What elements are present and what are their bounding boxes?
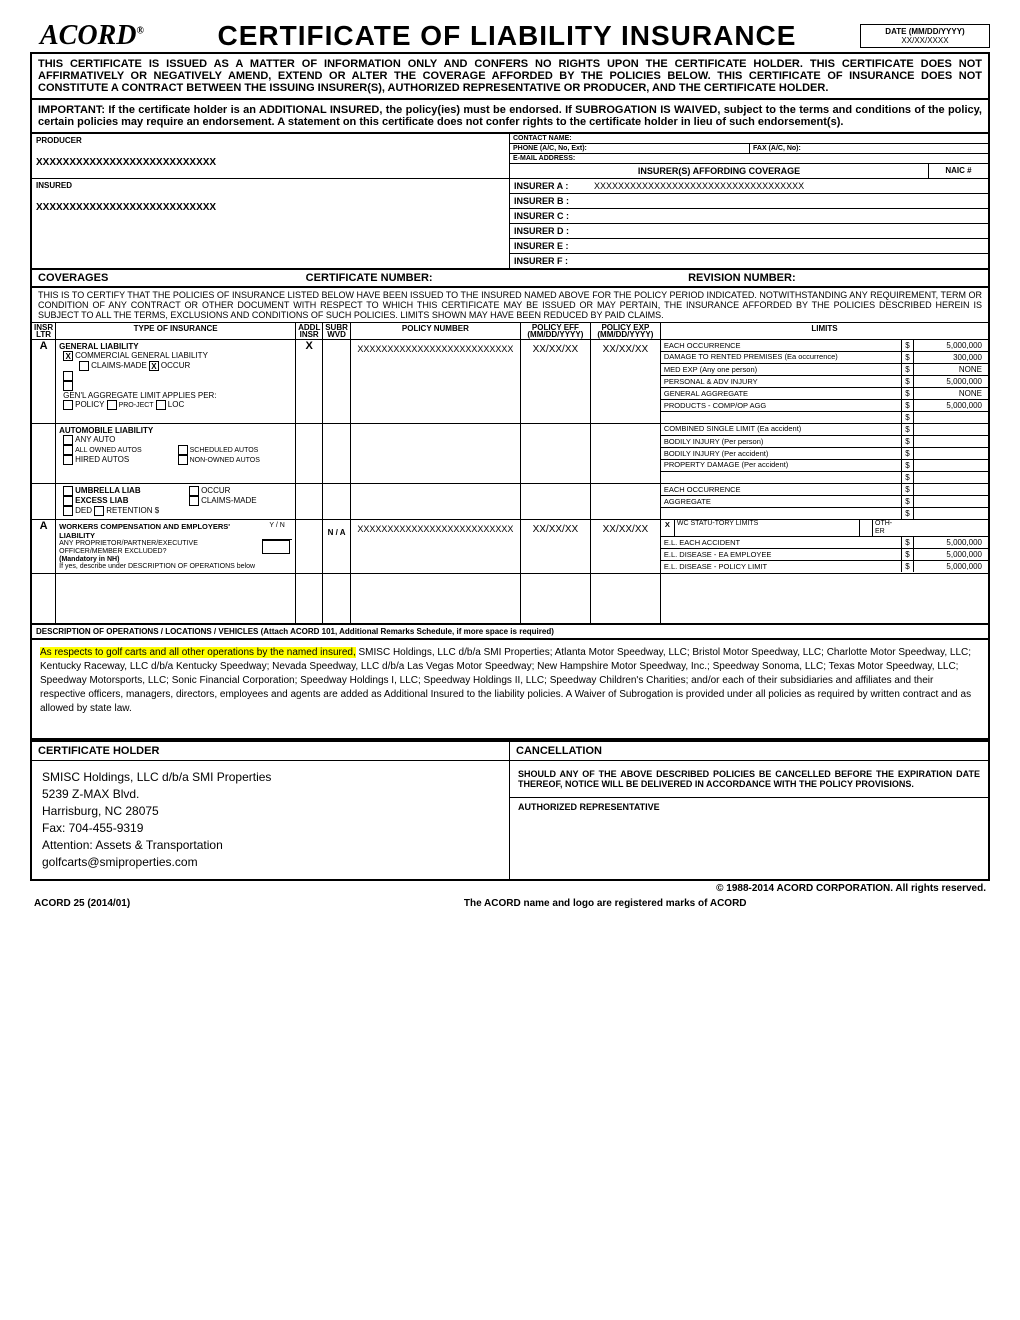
header: ACORD® CERTIFICATE OF LIABILITY INSURANC… — [30, 20, 990, 54]
cert-holder-header: CERTIFICATE HOLDER — [32, 742, 509, 761]
th-addl: ADDL INSR — [296, 323, 323, 340]
fax-label: FAX (A/C, No): — [749, 144, 988, 153]
footer-row: ACORD 25 (2014/01) The ACORD name and lo… — [30, 896, 990, 911]
gl-policy-num: XXXXXXXXXXXXXXXXXXXXXXXXXX — [350, 340, 520, 424]
email-label: E-MAIL ADDRESS: — [510, 154, 578, 163]
producer-contact-section: PRODUCER XXXXXXXXXXXXXXXXXXXXXXXXXXX INS… — [30, 134, 990, 270]
date-box: DATE (MM/DD/YYYY) XX/XX/XXXX — [860, 24, 990, 48]
disclaimer-text: THIS CERTIFICATE IS ISSUED AS A MATTER O… — [30, 54, 990, 100]
gl-claimsmade-check — [79, 361, 89, 371]
important-text: IMPORTANT: If the certificate holder is … — [30, 100, 990, 134]
wc-na: N / A — [323, 520, 351, 574]
gl-eff: XX/XX/XX — [520, 340, 590, 424]
form-number: ACORD 25 (2014/01) — [34, 898, 224, 909]
th-insr-ltr: INSR LTR — [31, 323, 56, 340]
phone-label: PHONE (A/C, No, Ext): — [510, 144, 749, 153]
copyright: © 1988-2014 ACORD CORPORATION. All right… — [30, 881, 990, 896]
row-blank — [31, 574, 989, 624]
insurer-row-d: INSURER D : — [510, 224, 988, 239]
gl-exp: XX/XX/XX — [590, 340, 660, 424]
row-umbrella: UMBRELLA LIAB OCCUR EXCESS LIAB CLAIMS-M… — [31, 484, 989, 520]
description-body: As respects to golf carts and all other … — [30, 640, 990, 740]
naic-header: NAIC # — [928, 164, 988, 179]
wc-eff: XX/XX/XX — [520, 520, 590, 574]
producer-label: PRODUCER — [32, 134, 509, 147]
coverages-label: COVERAGES — [32, 270, 300, 286]
auto-title: AUTOMOBILE LIABILITY — [59, 426, 292, 435]
insured-value: XXXXXXXXXXXXXXXXXXXXXXXXXXX — [32, 192, 509, 223]
trademark-text: The ACORD name and logo are registered m… — [224, 898, 986, 909]
insurer-row-f: INSURER F : — [510, 254, 988, 268]
producer-value: XXXXXXXXXXXXXXXXXXXXXXXXXXX — [32, 147, 509, 178]
th-type: TYPE OF INSURANCE — [56, 323, 296, 340]
acord-logo: ACORD® — [30, 20, 154, 52]
authorized-rep-label: AUTHORIZED REPRESENTATIVE — [510, 798, 988, 816]
date-value: XX/XX/XXXX — [863, 36, 987, 45]
cert-number-label: CERTIFICATE NUMBER: — [300, 270, 682, 286]
description-highlighted: As respects to golf carts and all other … — [40, 647, 356, 658]
wc-exp: XX/XX/XX — [590, 520, 660, 574]
gl-title: GENERAL LIABILITY — [59, 342, 292, 351]
insurers-header: INSURER(S) AFFORDING COVERAGE — [510, 164, 928, 179]
bottom-section: CERTIFICATE HOLDER SMISC Holdings, LLC d… — [30, 740, 990, 881]
revision-number-label: REVISION NUMBER: — [682, 270, 802, 286]
cancellation-header: CANCELLATION — [510, 742, 988, 761]
wc-ltr: A — [31, 520, 56, 574]
th-limits: LIMITS — [660, 323, 989, 340]
insurer-row-a: INSURER A :XXXXXXXXXXXXXXXXXXXXXXXXXXXXX… — [510, 179, 988, 194]
insured-label: INSURED — [32, 178, 509, 192]
gl-commercial-check: X — [63, 351, 73, 361]
wc-title: WORKERS COMPENSATION AND EMPLOYERS' LIAB… — [59, 522, 262, 540]
contact-name-label: CONTACT NAME: — [510, 134, 575, 143]
date-label: DATE (MM/DD/YYYY) — [863, 27, 987, 36]
wc-policy-num: XXXXXXXXXXXXXXXXXXXXXXXXXX — [350, 520, 520, 574]
insurer-row-b: INSURER B : — [510, 194, 988, 209]
cert-holder-body: SMISC Holdings, LLC d/b/a SMI Properties… — [32, 761, 509, 879]
th-eff: POLICY EFF (MM/DD/YYYY) — [520, 323, 590, 340]
row-general-liability: A GENERAL LIABILITY XCOMMERCIAL GENERAL … — [31, 340, 989, 424]
coverages-disclaimer: THIS IS TO CERTIFY THAT THE POLICIES OF … — [30, 288, 990, 322]
gl-ltr: A — [31, 340, 56, 424]
th-exp: POLICY EXP (MM/DD/YYYY) — [590, 323, 660, 340]
row-workers-comp: A WORKERS COMPENSATION AND EMPLOYERS' LI… — [31, 520, 989, 574]
cancellation-text: SHOULD ANY OF THE ABOVE DESCRIBED POLICI… — [510, 761, 988, 798]
gl-addl: X — [296, 340, 323, 424]
document-title: CERTIFICATE OF LIABILITY INSURANCE — [154, 20, 860, 52]
insurer-row-e: INSURER E : — [510, 239, 988, 254]
gl-agg-label: GEN'L AGGREGATE LIMIT APPLIES PER: — [59, 391, 292, 400]
gl-occur-check: X — [149, 361, 159, 371]
th-subr: SUBR WVD — [323, 323, 351, 340]
row-auto-liability: AUTOMOBILE LIABILITY ANY AUTO ALL OWNED … — [31, 424, 989, 484]
insurer-row-c: INSURER C : — [510, 209, 988, 224]
policy-table: INSR LTR TYPE OF INSURANCE ADDL INSR SUB… — [30, 322, 990, 625]
th-policy-num: POLICY NUMBER — [350, 323, 520, 340]
acord-certificate: ACORD® CERTIFICATE OF LIABILITY INSURANC… — [0, 0, 1020, 931]
coverages-bar: COVERAGES CERTIFICATE NUMBER: REVISION N… — [30, 270, 990, 288]
description-header: DESCRIPTION OF OPERATIONS / LOCATIONS / … — [30, 625, 990, 640]
